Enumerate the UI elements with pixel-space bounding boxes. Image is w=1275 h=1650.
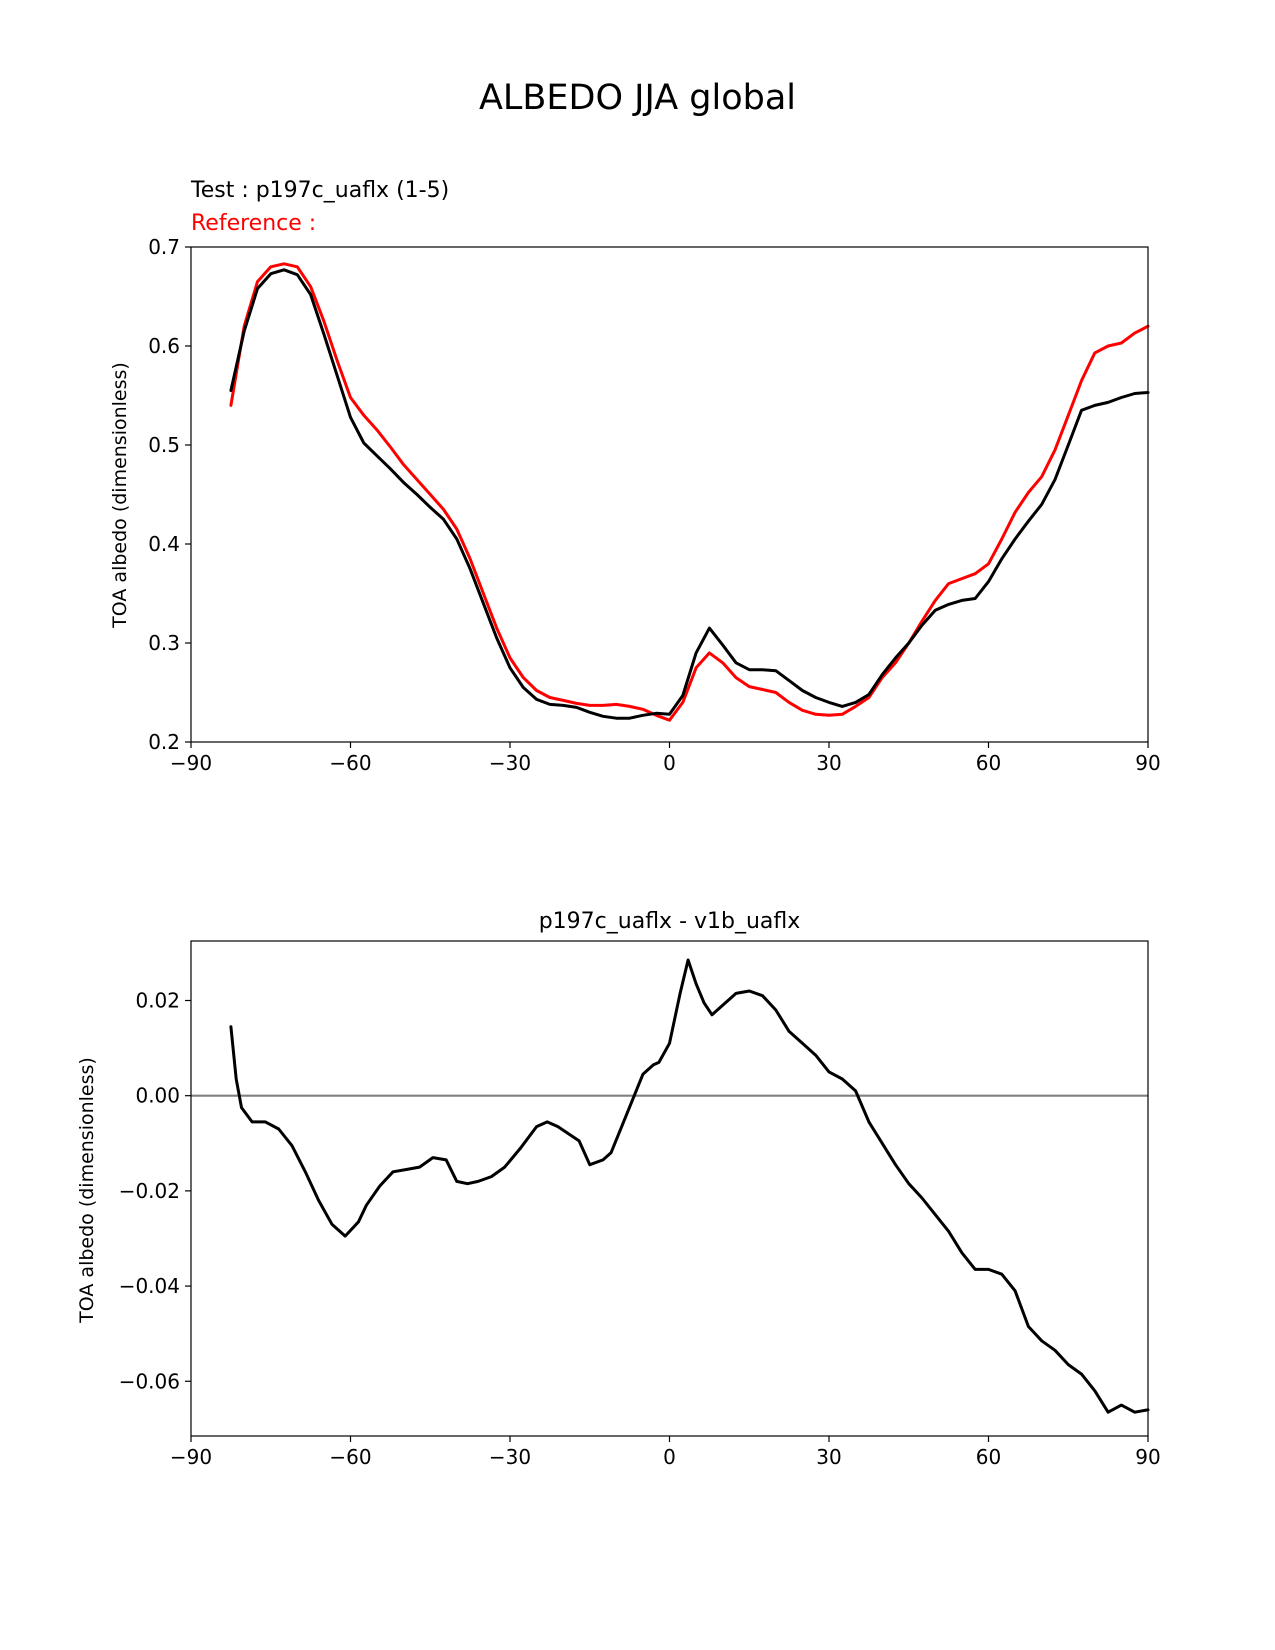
bottom-x-tick-label: 60	[976, 1445, 1001, 1469]
top-y-tick-label: 0.7	[148, 235, 180, 259]
bottom-ticks: −90 −60 −30 0 30 60 90 0.02 0.00 −0.02 −0.04 −0.06	[119, 988, 1161, 1469]
top-x-tick-label: −30	[489, 751, 531, 775]
bottom-chart: p197c_uaflx - v1b_uaflx TOA albedo (dime…	[76, 909, 1161, 1469]
bottom-y-tick-label: 0.00	[135, 1084, 180, 1108]
top-x-tick-label: −90	[170, 751, 212, 775]
top-ticks: −90 −60 −30 0 30 60 90 0.2 0.3 0.4 0.5 0.6 0.7	[148, 235, 1161, 775]
top-x-tick-label: 0	[663, 751, 676, 775]
top-chart: Test : p197c_uaflx (1-5) Reference : TOA…	[109, 178, 1161, 775]
bottom-y-axis-label: TOA albedo (dimensionless)	[76, 1057, 98, 1324]
bottom-x-tick-label: −30	[489, 1445, 531, 1469]
bottom-lines	[191, 958, 1150, 1414]
top-y-tick-label: 0.6	[148, 334, 180, 358]
bottom-y-tick-label: 0.02	[135, 988, 180, 1012]
top-y-tick-label: 0.2	[148, 730, 180, 754]
bottom-x-tick-label: −90	[170, 1445, 212, 1469]
bottom-x-tick-label: −60	[329, 1445, 371, 1469]
top-x-tick-label: 60	[976, 751, 1001, 775]
bottom-y-tick-label: −0.02	[119, 1179, 180, 1203]
top-y-tick-label: 0.4	[148, 532, 180, 556]
top-series-line-0	[229, 262, 1150, 722]
top-x-tick-label: 30	[816, 751, 841, 775]
bottom-chart-title: p197c_uaflx - v1b_uaflx	[539, 909, 801, 934]
bottom-y-tick-label: −0.06	[119, 1369, 180, 1393]
top-x-tick-label: −60	[329, 751, 371, 775]
top-test-label: Test : p197c_uaflx (1-5)	[190, 178, 449, 203]
top-y-tick-label: 0.5	[148, 433, 180, 457]
top-x-tick-label: 90	[1135, 751, 1160, 775]
top-series-line-1	[229, 268, 1150, 720]
bottom-y-tick-label: −0.04	[119, 1274, 180, 1298]
bottom-x-tick-label: 0	[663, 1445, 676, 1469]
top-plot-frame	[190, 246, 1149, 743]
top-y-tick-label: 0.3	[148, 631, 180, 655]
bottom-series-line-0	[229, 958, 1150, 1414]
bottom-x-tick-label: 90	[1135, 1445, 1160, 1469]
top-lines	[229, 262, 1150, 722]
top-y-axis-label: TOA albedo (dimensionless)	[109, 362, 131, 629]
bottom-plot-frame	[190, 940, 1149, 1437]
bottom-x-tick-label: 30	[816, 1445, 841, 1469]
figure-title: ALBEDO JJA global	[479, 78, 796, 118]
top-reference-label: Reference :	[191, 211, 316, 236]
